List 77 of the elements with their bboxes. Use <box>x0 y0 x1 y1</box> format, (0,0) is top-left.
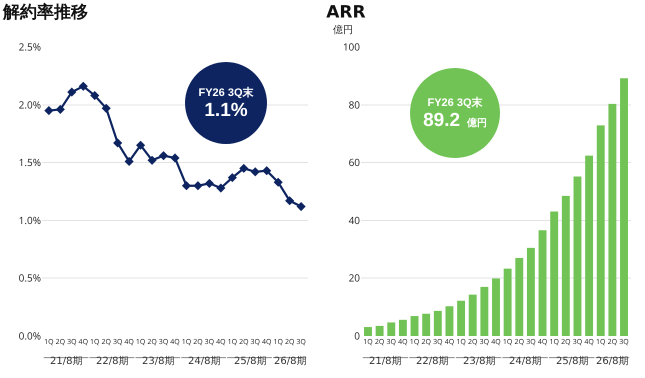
bar <box>398 320 407 336</box>
point <box>44 106 54 116</box>
bar <box>468 294 477 336</box>
text: 26/8期 <box>274 355 306 367</box>
point <box>124 156 134 166</box>
y-tick-label: 0.5% <box>18 270 41 285</box>
text: 22/8期 <box>96 355 128 367</box>
y-tick-label: 1.0% <box>18 212 41 227</box>
annotation: FY26 3Q末 <box>198 86 254 100</box>
y-axis-title: 億円 <box>333 22 353 36</box>
annotation: 89.2 億円 <box>423 110 487 130</box>
text: 26/8期 <box>596 355 628 367</box>
bar <box>562 196 570 336</box>
chart-title: ARR <box>326 2 366 23</box>
bar <box>504 268 512 336</box>
bar <box>422 314 430 336</box>
annotation: FY26 3Q末 <box>427 96 483 110</box>
bar <box>526 248 535 336</box>
y-tick-label: 20 <box>348 270 360 285</box>
bar <box>596 125 605 336</box>
chart-title: 解約率推移 <box>2 2 88 23</box>
bar <box>457 300 466 336</box>
text: 25/8期 <box>234 355 266 367</box>
y-tick-label: 0.0% <box>18 328 41 342</box>
annotation: 1.1% <box>204 100 248 120</box>
point <box>193 181 202 190</box>
bar <box>492 278 500 336</box>
point <box>102 104 111 113</box>
point <box>113 138 122 148</box>
text: 22/8期 <box>416 355 448 367</box>
y-tick-label: 60 <box>348 155 360 170</box>
y-tick-label: 0 <box>354 328 360 342</box>
bar <box>376 326 384 336</box>
text: 25/8期 <box>556 355 588 367</box>
y-tick-label: 2.0% <box>18 97 41 112</box>
text: 21/8期 <box>50 355 82 367</box>
point <box>262 166 272 176</box>
point <box>78 82 88 91</box>
point <box>204 178 214 188</box>
bar <box>480 286 488 336</box>
y-tick-label: 100 <box>342 40 360 54</box>
point <box>158 151 168 160</box>
bar <box>585 156 594 336</box>
point <box>216 183 226 193</box>
point <box>296 202 306 212</box>
point <box>170 153 180 163</box>
text: 24/8期 <box>509 355 542 367</box>
point <box>136 140 146 150</box>
text: 24/8期 <box>188 355 220 367</box>
bar <box>574 176 582 336</box>
y-tick-label: 1.5% <box>18 155 41 170</box>
bar <box>410 316 418 336</box>
bar <box>608 104 616 336</box>
y-tick-label: 80 <box>348 97 360 112</box>
point <box>67 88 76 97</box>
point <box>285 196 294 206</box>
text: 23/8期 <box>142 355 174 367</box>
bar <box>445 306 454 336</box>
point <box>56 104 65 114</box>
y-tick-label: 40 <box>348 212 360 227</box>
bar <box>515 258 524 336</box>
point <box>274 178 283 187</box>
bar <box>620 78 628 336</box>
y-tick-label: 2.5% <box>18 40 41 54</box>
point <box>182 181 192 190</box>
bar <box>538 230 547 336</box>
bar <box>364 327 372 336</box>
point <box>250 167 260 176</box>
bar <box>550 211 558 336</box>
point <box>239 164 248 173</box>
text: 21/8期 <box>369 355 402 367</box>
point <box>148 156 157 165</box>
bar <box>387 322 396 336</box>
point <box>90 91 100 100</box>
point <box>228 173 237 182</box>
text: 23/8期 <box>463 355 496 367</box>
bar <box>434 310 442 336</box>
